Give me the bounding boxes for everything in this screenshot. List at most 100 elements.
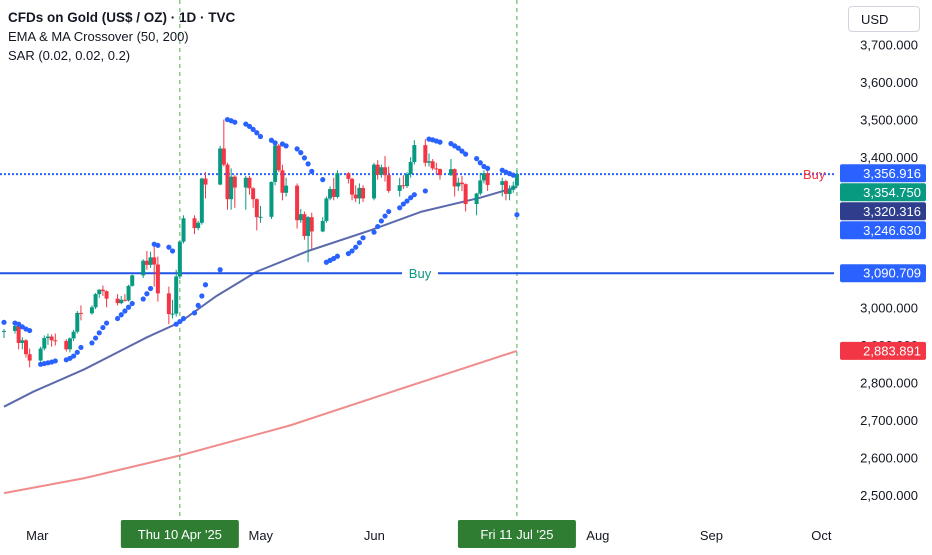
candle-body [383, 167, 388, 176]
candle [181, 215, 186, 244]
candle-body [459, 182, 464, 185]
candle-body [478, 180, 483, 194]
candle [126, 284, 131, 302]
sar-dot [400, 201, 406, 207]
candle [38, 346, 43, 362]
y-axis-tick-label: 3,500.000 [860, 113, 918, 128]
sar-dot [169, 248, 176, 254]
sar-dot [78, 344, 84, 351]
candle-body [412, 145, 417, 163]
candle [459, 175, 464, 191]
candle [401, 175, 406, 190]
candle [45, 333, 50, 345]
price-tag-bg [840, 221, 926, 240]
sar-dot [334, 253, 340, 259]
candle-body [225, 164, 230, 200]
candle-body [71, 331, 76, 339]
sar-dot [71, 353, 77, 359]
candle [247, 175, 252, 195]
candle-body [375, 164, 380, 175]
candle [166, 286, 171, 325]
sar-dot [16, 321, 22, 327]
candle-body [503, 181, 508, 194]
candle-body [155, 264, 160, 294]
candle-body [23, 340, 28, 355]
candle [89, 305, 94, 315]
sar-dot [474, 156, 480, 162]
candle [324, 196, 329, 223]
sar-dot [1, 319, 7, 325]
price-tag-text: 2,883.891 [863, 343, 921, 358]
candle-body [437, 169, 442, 176]
candle [174, 269, 179, 317]
candle [434, 162, 439, 175]
candle [284, 177, 289, 197]
sar-dot [309, 168, 315, 174]
candle-body [423, 145, 428, 163]
candle [122, 294, 127, 302]
candle-body [166, 293, 171, 315]
candle-body [152, 257, 157, 265]
candle [148, 251, 153, 268]
candle-body [485, 173, 490, 185]
price-tag-text: 3,246.630 [863, 223, 921, 238]
candle [155, 256, 160, 302]
price-tag-text: 3,320.316 [863, 204, 921, 219]
candle [192, 215, 197, 235]
candle-body [361, 187, 366, 199]
candle-body [144, 260, 149, 265]
candle-body [324, 198, 329, 221]
plot-area[interactable]: Buy Buy [0, 0, 834, 520]
candle [225, 162, 230, 210]
candle-body [269, 181, 274, 217]
sar-dot [217, 267, 223, 273]
candle-body [16, 326, 21, 343]
candle-body [45, 336, 50, 339]
candle-body [357, 187, 362, 199]
candle [243, 175, 248, 210]
sar-dot [375, 223, 381, 230]
sar-dot [122, 308, 128, 314]
candle [302, 211, 307, 240]
sar-dot [404, 198, 410, 204]
currency-button[interactable]: USD [848, 6, 920, 32]
candle [177, 241, 182, 280]
ema-ma-indicator-label[interactable]: EMA & MA Crossover (50, 200) [8, 29, 189, 44]
candle [130, 274, 135, 287]
sar-dot [232, 119, 238, 125]
candle [514, 169, 519, 188]
candle [232, 175, 237, 208]
price-tag: 2,883.891 [840, 341, 926, 360]
sar-dot [268, 137, 275, 143]
candle [280, 164, 285, 201]
candle-body [181, 218, 186, 242]
candle-body [511, 185, 516, 190]
price-tag-text: 3,354.750 [863, 185, 921, 200]
sar-dot [371, 229, 377, 235]
sar-dot [74, 349, 80, 355]
candle-body [126, 285, 131, 301]
crosshair-date-text: Thu 10 Apr '25 [138, 527, 222, 542]
sar-dot [298, 150, 304, 156]
price-tag-bg [840, 202, 926, 221]
sar-dot [166, 244, 172, 250]
candle-body [372, 164, 377, 199]
candle-body [67, 338, 72, 350]
sar-dot [199, 293, 205, 299]
candle-body [284, 185, 289, 193]
candle-body [38, 348, 43, 361]
candle-body [481, 173, 486, 181]
candle-body [104, 291, 109, 299]
y-axis-tick-label: 3,700.000 [860, 38, 918, 53]
sar-indicator-label[interactable]: SAR (0.02, 0.02, 0.2) [8, 48, 131, 63]
candle [353, 185, 358, 203]
sar-dot [52, 358, 58, 364]
buy-label-upper: Buy [803, 167, 826, 182]
candle [511, 181, 516, 193]
candle-body [218, 148, 223, 185]
candle [361, 185, 366, 203]
candle-body [64, 341, 69, 350]
candle-body [474, 193, 479, 205]
